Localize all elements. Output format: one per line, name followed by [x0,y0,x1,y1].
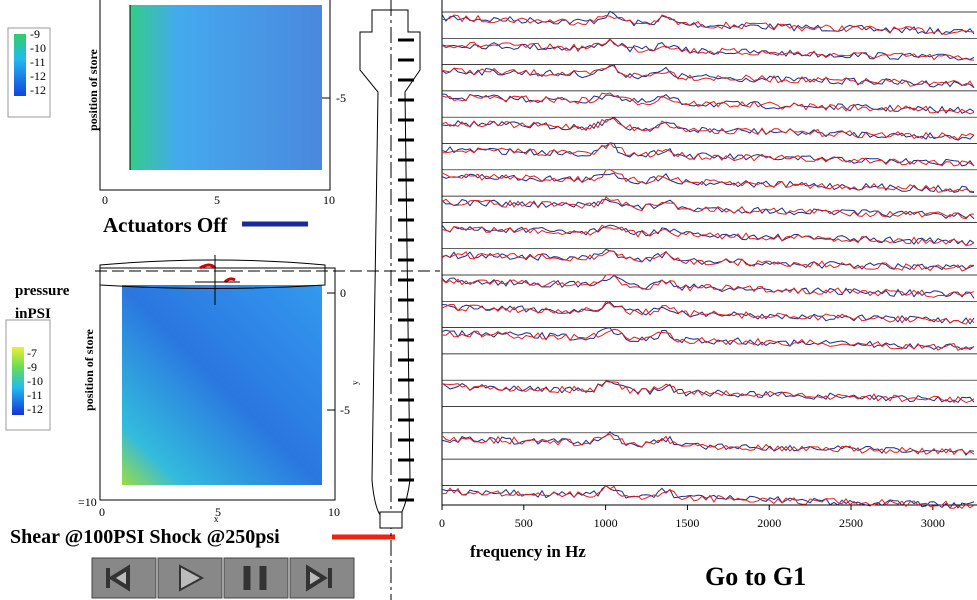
colorbar-title: inPSI [15,306,51,322]
spectrum-trace [441,10,975,36]
spectrum-trace [441,116,975,141]
contour-plot [122,285,322,485]
spectrum-trace [441,484,975,509]
x-tick-label: 0 [102,193,108,207]
store-body [359,9,421,521]
spectrum-trace [441,38,975,61]
spectrum-trace [441,250,975,272]
spectrum-trace [441,142,975,167]
crosshair [195,255,240,305]
x-tick-label: 2500 [839,516,863,530]
caption: Shear @100PSI Shock @250psi [10,526,280,548]
spectrum-trace [441,224,975,247]
colorbar-label: -9 [30,27,40,41]
x-tick-label: 500 [515,516,533,530]
spectrum-trace [441,14,975,35]
corner-label: =10 [78,495,97,509]
colorbar-label: -9 [27,360,37,374]
spectrum-trace [441,92,975,115]
store-marker [199,263,236,284]
right-tick-label: -5 [336,91,346,105]
colorbar [12,347,24,415]
spectrum-trace [441,433,975,456]
x-tick-label: 5 [214,193,220,207]
store-outline [99,259,326,289]
colorbar-label: -12 [27,402,43,416]
x-tick-label: 10 [323,193,335,207]
spectrum-trace [441,93,975,114]
spectrum-trace [441,224,975,246]
spectrum-trace [441,248,975,271]
y-axis-label: position of store [86,48,100,130]
colorbar [14,34,26,96]
spectrum-trace [441,301,975,325]
right-tick-label: -5 [340,403,350,417]
colorbar-label: -12 [30,69,46,83]
colorbar-label: -11 [27,388,43,402]
pause-button[interactable] [223,557,289,599]
spectrum-trace [441,64,975,88]
x-tick-label: 1500 [675,516,699,530]
spectrum-trace [441,117,975,141]
x-tick-label: 2000 [757,516,781,530]
plot-frame [99,267,336,501]
spectrum-trace [441,300,975,325]
spectrum-trace [441,142,975,167]
contour-plot [130,5,322,170]
x-axis-label: x [214,514,219,524]
link[interactable]: Go to G1 [705,562,806,591]
x-tick-label: 0 [439,516,445,530]
colorbar-label: -7 [27,346,37,360]
spectrum-trace [441,38,975,61]
store-tail [379,511,403,529]
spectrum-trace [441,168,975,193]
caption: Actuators Off [103,213,228,237]
spectrum-trace [441,380,975,404]
colorbar-label: -11 [30,55,46,69]
spectrum-trace [441,198,975,220]
x-axis-label: frequency in Hz [470,542,586,561]
x-tick-label: 10 [328,505,340,519]
media-controls [91,557,355,599]
x-tick-label: 1000 [594,516,618,530]
colorbar-label: -12 [30,83,46,97]
x-tick-label: 3000 [921,516,945,530]
y-axis-label: position of store [82,328,96,410]
spectrum-trace [441,380,975,404]
x-tick-label: 5 [215,505,221,519]
spectrum-trace [441,63,975,89]
spectrum-trace [441,274,975,299]
plot-frame [99,0,331,191]
spectrum-trace [441,328,975,351]
x-tick-label: 0 [99,505,105,519]
right-axis-label: y [350,380,360,385]
colorbar-label: -10 [30,41,46,55]
right-tick-label: 0 [340,286,346,300]
spectrum-trace [441,274,975,298]
spectrum-trace [441,172,975,193]
colorbar-title: pressure [15,283,70,299]
colorbar-label: -10 [27,374,43,388]
spectrum-trace [441,196,975,220]
